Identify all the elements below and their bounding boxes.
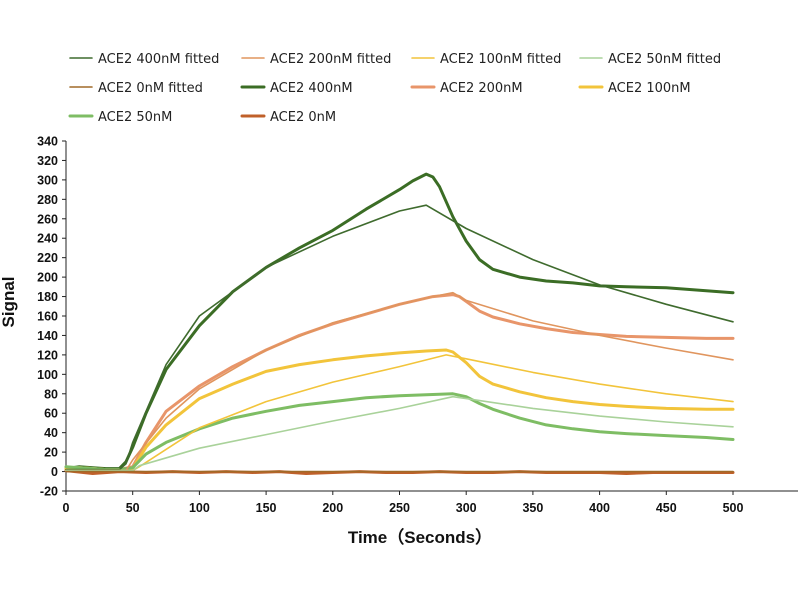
y-tick-label: 60 — [44, 407, 58, 421]
y-tick-label: 140 — [37, 329, 58, 343]
y-tick-label: 0 — [51, 465, 58, 479]
x-tick-label: 200 — [322, 501, 343, 515]
y-axis-title: Signal — [0, 276, 18, 327]
series-line-ace2-200nm-fitted — [65, 291, 734, 472]
x-tick-label: 250 — [389, 501, 410, 515]
x-tick-label: 350 — [522, 501, 543, 515]
y-tick-label: 280 — [37, 193, 58, 207]
y-tick-label: 300 — [37, 173, 58, 187]
legend-entry-label: ACE2 0nM fitted — [98, 81, 203, 96]
y-tick-label: -20 — [40, 485, 58, 499]
y-tick-label: 160 — [37, 310, 58, 324]
series-line-ace2-50nm-fitted — [65, 395, 734, 472]
x-tick-label: 400 — [589, 501, 610, 515]
legend-entry-label: ACE2 50nM fitted — [608, 52, 721, 67]
legend-entry-label: ACE2 400nM fitted — [98, 52, 219, 67]
legend-entry-label: ACE2 200nM — [440, 81, 523, 96]
x-tick-label: 450 — [656, 501, 677, 515]
y-tick-label: 260 — [37, 212, 58, 226]
y-tick-label: 200 — [37, 271, 58, 285]
x-tick-label: 500 — [723, 501, 744, 515]
series-line-ace2-100nm-fitted — [65, 354, 734, 472]
legend-entry-label: ACE2 100nM fitted — [440, 52, 561, 67]
x-tick-label: 50 — [126, 501, 140, 515]
x-tick-label: 0 — [63, 501, 70, 515]
x-tick-label: 100 — [189, 501, 210, 515]
legend-entry-label: ACE2 400nM — [270, 81, 353, 96]
legend: ACE2 400nM fitted ACE2 200nM fitted ACE2 1… — [68, 52, 721, 125]
y-tick-label: 220 — [37, 251, 58, 265]
y-tick-label: 100 — [37, 368, 58, 382]
x-tick-label: 300 — [456, 501, 477, 515]
legend-entry-label: ACE2 50nM — [98, 110, 172, 125]
legend-entry-label: ACE2 0nM — [270, 110, 336, 125]
axes: -20 0 20 40 60 80 100 120 140 160 180 200 220 240 260 2… — [37, 135, 798, 515]
series-line-ace2-50nm — [64, 392, 735, 472]
x-axis-title: Time（Seconds） — [348, 527, 492, 547]
y-tick-label: 340 — [37, 135, 58, 149]
series-line-ace2-400nm-fitted — [65, 204, 734, 471]
y-tick-label: 20 — [44, 446, 58, 460]
y-tick-label: 80 — [44, 387, 58, 401]
y-tick-label: 180 — [37, 290, 58, 304]
y-tick-label: 40 — [44, 426, 58, 440]
plot-area — [64, 172, 735, 475]
y-tick-label: 240 — [37, 232, 58, 246]
legend-entry-label: ACE2 200nM fitted — [270, 52, 391, 67]
legend-entry-label: ACE2 100nM — [608, 81, 691, 96]
y-tick-label: 120 — [37, 348, 58, 362]
y-tick-label: 320 — [37, 154, 58, 168]
x-tick-label: 150 — [256, 501, 277, 515]
